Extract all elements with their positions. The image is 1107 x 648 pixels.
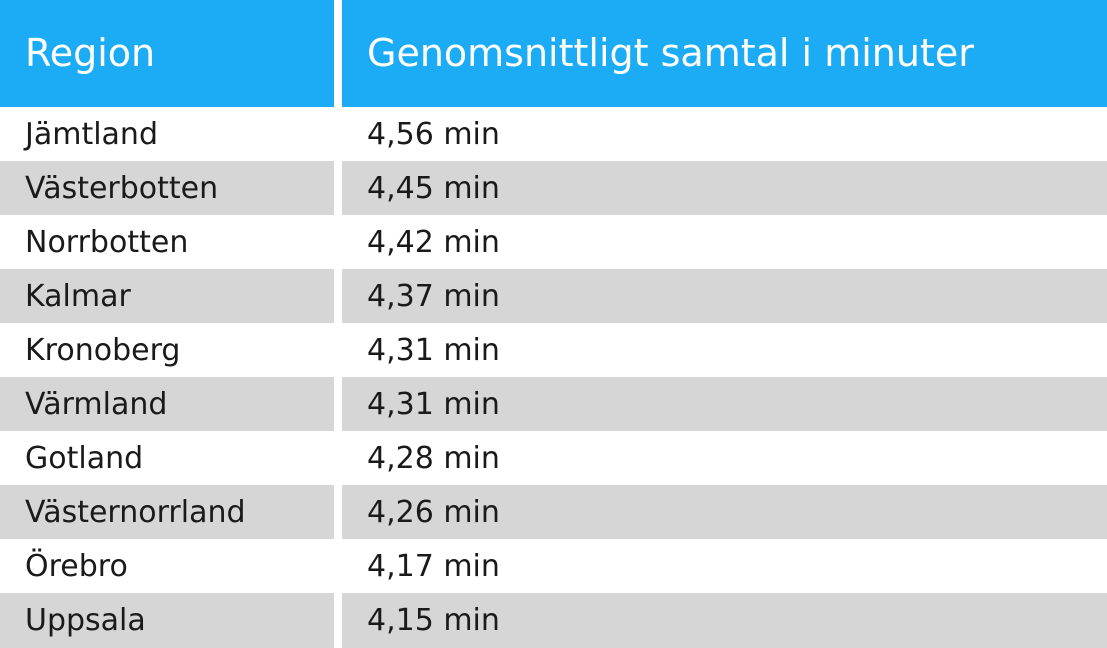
table-row: Kronoberg 4,31 min <box>0 323 1107 377</box>
table-row: Örebro 4,17 min <box>0 539 1107 593</box>
table-row: Uppsala 4,15 min <box>0 593 1107 648</box>
value-cell: 4,42 min <box>342 215 1107 269</box>
table-row: Kalmar 4,37 min <box>0 269 1107 323</box>
region-cell: Norrbotten <box>0 215 334 269</box>
value-cell: 4,31 min <box>342 377 1107 431</box>
value-cell: 4,26 min <box>342 485 1107 539</box>
region-cell: Jämtland <box>0 107 334 161</box>
table-header-row: Region Genomsnittligt samtal i minuter <box>0 0 1107 107</box>
header-region: Region <box>0 0 334 107</box>
value-cell: 4,45 min <box>342 161 1107 215</box>
region-cell: Västerbotten <box>0 161 334 215</box>
table-row: Västerbotten 4,45 min <box>0 161 1107 215</box>
value-cell: 4,37 min <box>342 269 1107 323</box>
value-cell: 4,56 min <box>342 107 1107 161</box>
region-cell: Västernorrland <box>0 485 334 539</box>
value-cell: 4,31 min <box>342 323 1107 377</box>
region-cell: Gotland <box>0 431 334 485</box>
value-cell: 4,17 min <box>342 539 1107 593</box>
value-cell: 4,28 min <box>342 431 1107 485</box>
region-cell: Örebro <box>0 539 334 593</box>
table-row: Norrbotten 4,42 min <box>0 215 1107 269</box>
region-cell: Kronoberg <box>0 323 334 377</box>
region-cell: Uppsala <box>0 593 334 648</box>
value-cell: 4,15 min <box>342 593 1107 648</box>
header-average-call: Genomsnittligt samtal i minuter <box>342 0 1107 107</box>
table-row: Gotland 4,28 min <box>0 431 1107 485</box>
region-cell: Kalmar <box>0 269 334 323</box>
table-row: Västernorrland 4,26 min <box>0 485 1107 539</box>
table-row: Jämtland 4,56 min <box>0 107 1107 161</box>
table-row: Värmland 4,31 min <box>0 377 1107 431</box>
region-cell: Värmland <box>0 377 334 431</box>
